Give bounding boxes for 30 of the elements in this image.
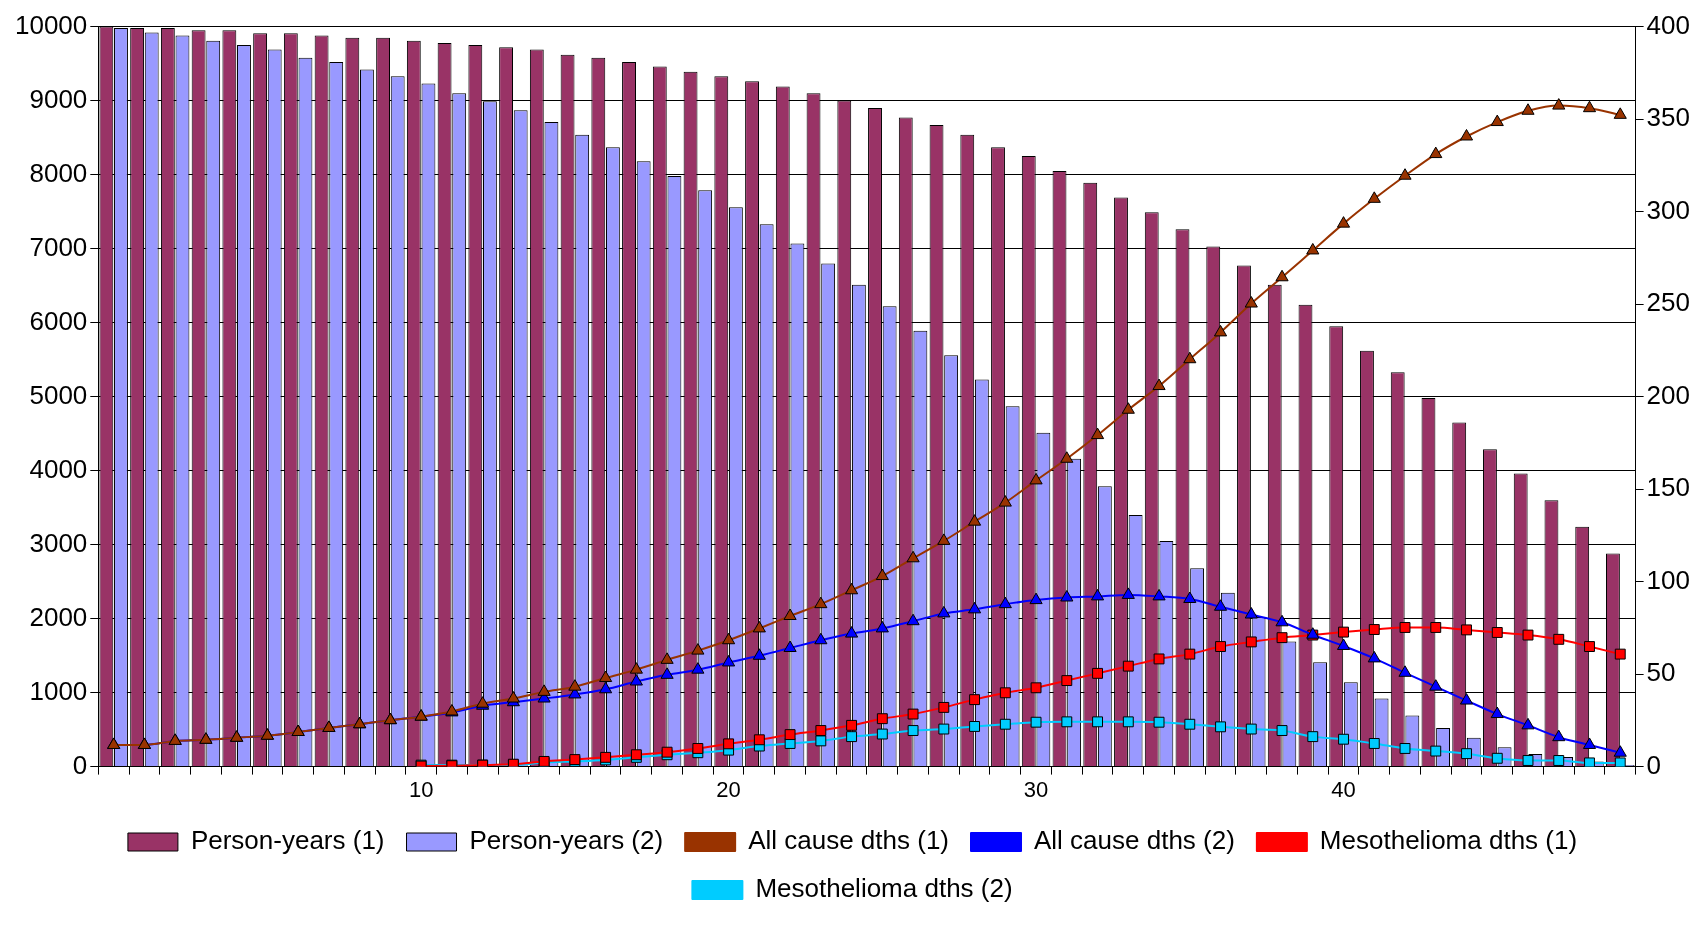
legend-label: Mesothelioma dths (1) xyxy=(1319,825,1578,856)
x-tick-label: 20 xyxy=(716,776,741,802)
y-tick-label: 9000 xyxy=(29,83,88,114)
y-tick-label: 8000 xyxy=(29,157,88,188)
y-tick-label: 2000 xyxy=(29,601,88,632)
x-tick-label: 10 xyxy=(408,776,434,802)
y2-tick-label: 100 xyxy=(1646,564,1691,595)
legend-label: All cause dths (1) xyxy=(748,825,950,856)
legend-label: Person-years (2) xyxy=(469,825,664,856)
legend-label: All cause dths (2) xyxy=(1034,825,1235,856)
y-tick-label: 10000 xyxy=(14,9,88,40)
y-tick-label: 1000 xyxy=(29,675,88,706)
y2-tick-label: 300 xyxy=(1646,194,1691,225)
y-tick-label: 7000 xyxy=(29,231,88,262)
y-tick-label: 4000 xyxy=(29,453,88,484)
y-tick-label: 3000 xyxy=(29,527,88,558)
legend-label: Mesothelioma dths (2) xyxy=(755,873,1013,904)
y-tick-label: 5000 xyxy=(29,379,88,410)
y-tick-label: 0 xyxy=(72,749,88,780)
legend-label: Person-years (1) xyxy=(190,825,385,856)
y2-tick-label: 0 xyxy=(1646,749,1662,780)
y2-tick-label: 250 xyxy=(1646,287,1691,318)
y2-tick-label: 400 xyxy=(1646,9,1691,40)
y-tick-label: 6000 xyxy=(29,305,88,336)
x-tick-label: 30 xyxy=(1023,776,1049,802)
y2-tick-label: 150 xyxy=(1646,472,1691,503)
y2-tick-label: 350 xyxy=(1646,102,1691,133)
y2-tick-label: 50 xyxy=(1646,657,1676,688)
x-tick-label: 40 xyxy=(1331,776,1356,802)
y2-tick-label: 200 xyxy=(1646,379,1691,410)
